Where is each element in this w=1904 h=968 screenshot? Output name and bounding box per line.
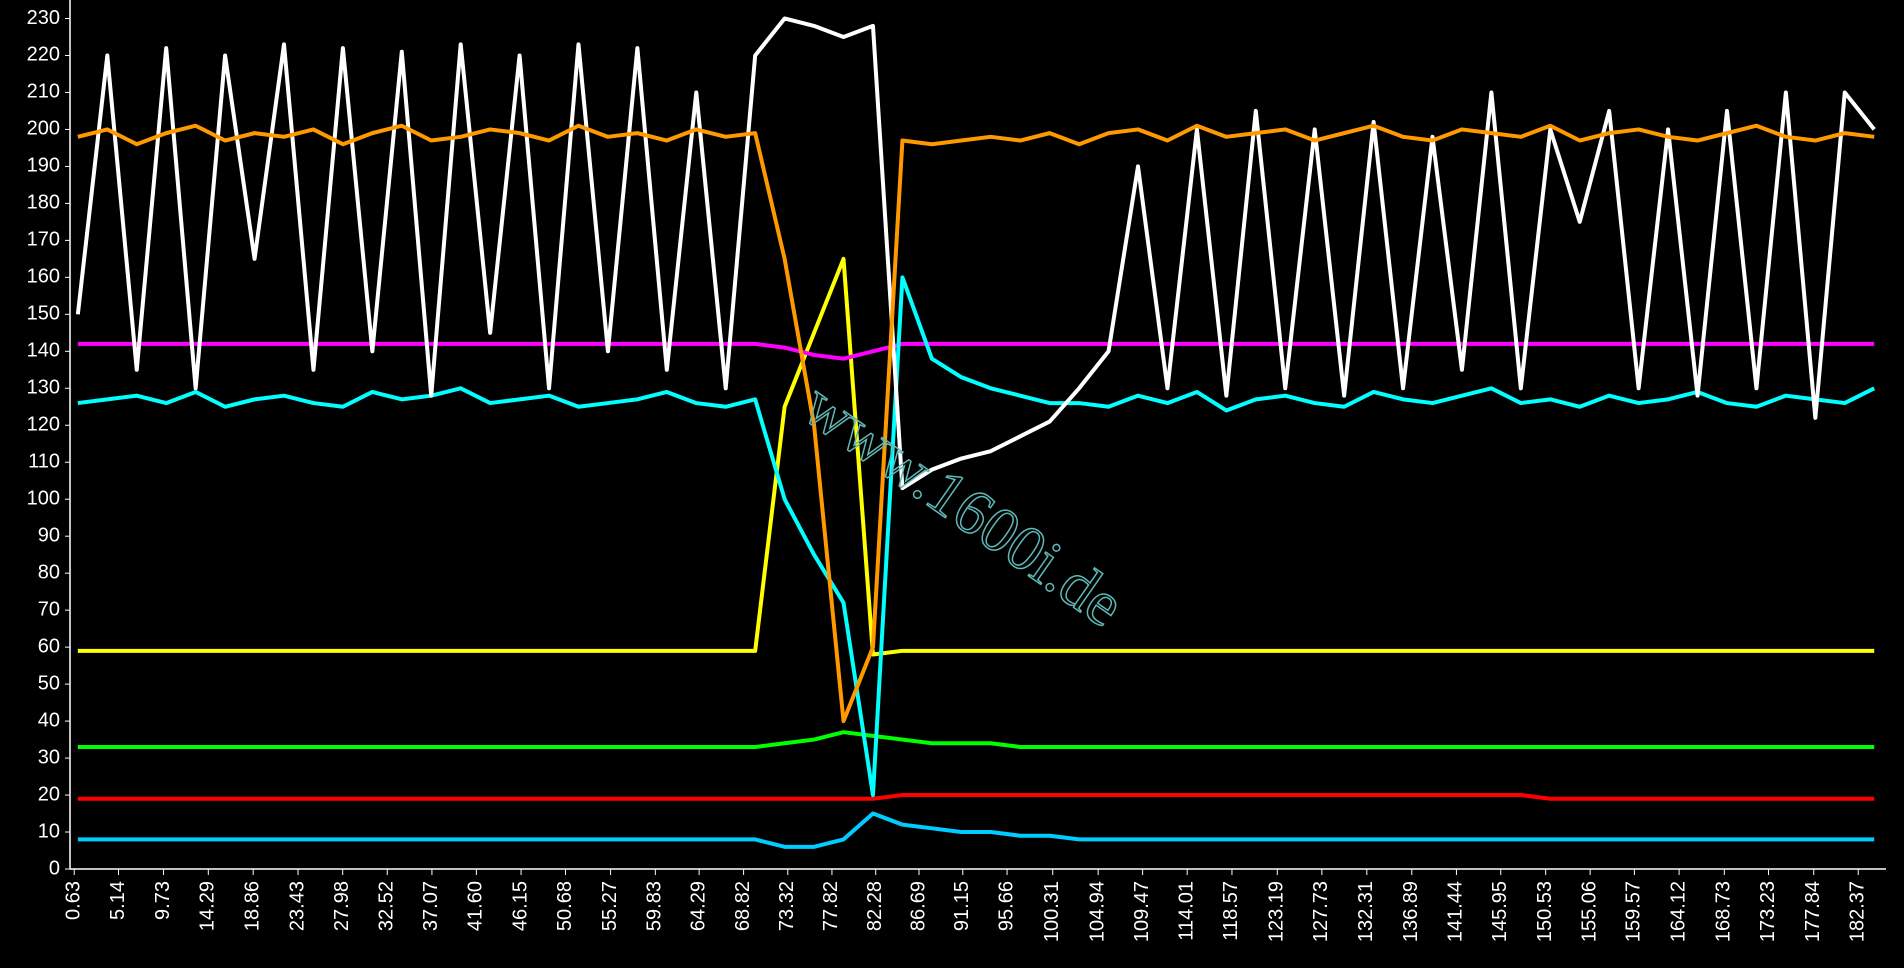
- x-tick-label: 86.69: [907, 881, 929, 931]
- series-line: [77, 811, 1875, 849]
- x-tick-label: 104.94: [1086, 881, 1108, 942]
- x-tick-label: 37.07: [420, 881, 442, 931]
- y-tick-label: 110: [28, 451, 60, 473]
- y-tick-label: 230: [27, 7, 60, 29]
- y-tick-label: 0: [49, 857, 60, 879]
- x-tick-label: 64.29: [687, 881, 709, 931]
- x-tick-label: 150.53: [1534, 881, 1556, 942]
- y-tick-label: 180: [27, 192, 60, 214]
- x-tick-label: 159.57: [1623, 881, 1645, 942]
- series-line: [75, 16, 1876, 491]
- x-tick-label: 123.19: [1266, 881, 1288, 942]
- y-tick-label: 50: [38, 672, 60, 694]
- y-tick-label: 160: [27, 266, 60, 288]
- series-line: [77, 275, 1876, 798]
- x-tick-label: 32.52: [376, 881, 398, 931]
- y-tick-label: 200: [27, 118, 60, 140]
- x-tick-label: 91.15: [951, 881, 973, 931]
- x-tick-label: 46.15: [509, 881, 531, 931]
- y-tick-label: 70: [38, 598, 60, 620]
- x-tick-label: 141.44: [1445, 881, 1467, 942]
- y-tick-label: 80: [38, 561, 60, 583]
- x-tick-label: 59.83: [644, 881, 666, 931]
- y-tick-label: 90: [38, 524, 60, 546]
- x-tick-label: 145.95: [1489, 881, 1511, 942]
- x-tick-label: 164.12: [1667, 881, 1689, 942]
- x-tick-label: 168.73: [1713, 881, 1735, 942]
- x-tick-label: 109.47: [1131, 881, 1153, 942]
- x-tick-label: 23.43: [286, 881, 308, 931]
- x-tick-label: 173.23: [1757, 881, 1779, 942]
- y-tick-label: 60: [38, 635, 60, 657]
- y-tick-label: 100: [27, 487, 60, 509]
- y-tick-label: 140: [27, 340, 60, 362]
- x-tick-label: 82.28: [864, 881, 886, 931]
- series-line: [77, 341, 1875, 361]
- y-tick-label: 150: [27, 303, 60, 325]
- x-tick-label: 77.82: [820, 881, 842, 931]
- x-tick-label: 100.31: [1041, 881, 1063, 942]
- x-tick-label: 95.66: [995, 881, 1017, 931]
- x-tick-label: 73.32: [776, 881, 798, 931]
- x-tick-label: 118.57: [1220, 881, 1242, 941]
- y-tick-label: 120: [27, 414, 60, 436]
- x-tick-label: 182.37: [1847, 881, 1869, 942]
- series-line: [77, 123, 1875, 724]
- x-tick-label: 68.82: [732, 881, 754, 931]
- x-tick-label: 14.29: [197, 881, 219, 931]
- y-tick-label: 170: [27, 229, 60, 251]
- y-tick-label: 220: [27, 44, 60, 66]
- x-tick-label: 41.60: [465, 881, 487, 931]
- x-tick-label: 9.73: [152, 881, 174, 920]
- x-tick-label: 136.89: [1400, 881, 1422, 942]
- x-tick-label: 127.73: [1310, 881, 1332, 942]
- y-tick-label: 40: [38, 709, 60, 731]
- x-tick-label: 55.27: [599, 881, 621, 931]
- y-tick-label: 210: [27, 81, 60, 103]
- y-tick-label: 190: [27, 155, 60, 177]
- y-tick-label: 20: [38, 783, 60, 805]
- y-tick-label: 30: [38, 746, 60, 768]
- x-tick-label: 0.63: [63, 881, 85, 920]
- x-tick-label: 5.14: [107, 881, 129, 920]
- series-line: [77, 730, 1875, 749]
- plot-area: [75, 16, 1876, 849]
- x-tick-label: 155.06: [1578, 881, 1600, 942]
- y-tick-label: 10: [38, 820, 60, 842]
- series-line: [77, 793, 1875, 801]
- x-tick-label: 18.86: [241, 881, 263, 931]
- x-tick-label: 114.01: [1175, 881, 1197, 941]
- x-tick-label: 177.84: [1802, 881, 1824, 942]
- x-tick-label: 50.68: [554, 881, 576, 931]
- series-line: [77, 256, 1875, 657]
- x-tick-label: 132.31: [1355, 881, 1377, 942]
- y-tick-label: 130: [27, 377, 60, 399]
- x-tick-label: 27.98: [331, 881, 353, 931]
